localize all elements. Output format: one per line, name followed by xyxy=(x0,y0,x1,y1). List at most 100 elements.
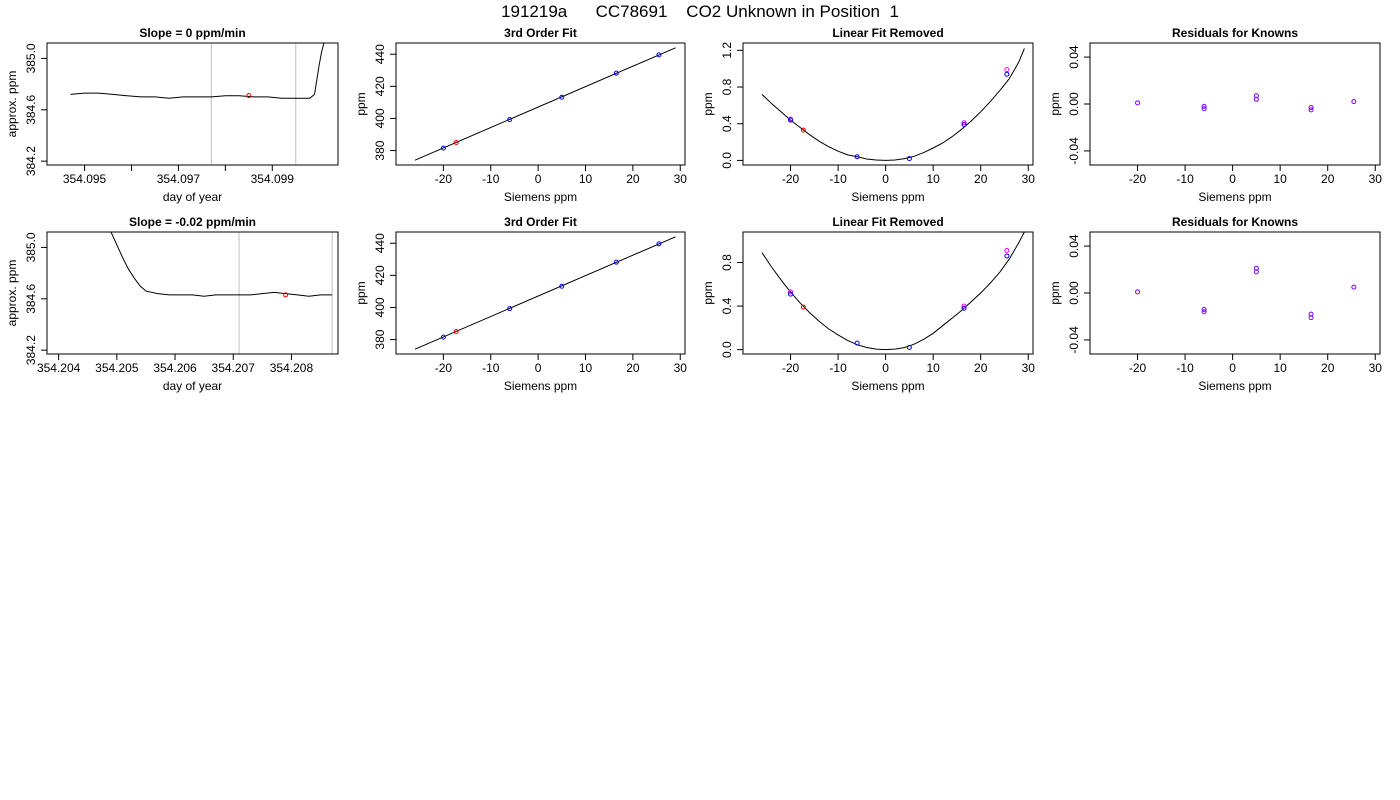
panel-8-known-point xyxy=(1351,284,1357,290)
panel-7-xtick-label: 20 xyxy=(974,361,988,375)
panel-4-known-point xyxy=(1201,106,1207,112)
panel-7-frame xyxy=(742,231,1034,355)
panel-7-unknown-point xyxy=(800,304,806,310)
panel-1-xtick-label: 354.099 xyxy=(251,172,295,186)
panel-4-known-point xyxy=(1351,99,1357,105)
panel-7-xtick-label: 30 xyxy=(1022,361,1036,375)
panel-1-ylabel: approx. ppm xyxy=(5,71,19,138)
panel-8-ylabel: ppm xyxy=(1048,281,1062,304)
panel-2-title: 3rd Order Fit xyxy=(504,26,577,40)
panel-4-xtick-label: 0 xyxy=(1229,172,1236,186)
panel-7-series-line xyxy=(761,232,1025,351)
panel-3-xtick-label: 20 xyxy=(974,172,988,186)
panel-2-ylabel: ppm xyxy=(354,92,368,115)
panel-7-xtick-label: 10 xyxy=(926,361,940,375)
panel-8-title: Residuals for Knowns xyxy=(1172,215,1298,229)
panel-4-known-point xyxy=(1308,107,1314,113)
panel-6-unknown-point xyxy=(453,329,459,335)
panel-2-known-point xyxy=(656,52,662,58)
panel-7-alt-point xyxy=(788,289,794,295)
panel-2-ytick-label: 380 xyxy=(373,140,387,160)
panel-1-marker-point xyxy=(246,93,252,99)
panel-3-xtick-label: 10 xyxy=(926,172,940,186)
panel-4-known-point xyxy=(1135,100,1141,106)
panel-7-xlabel: Siemens ppm xyxy=(851,379,924,393)
panel-5-xtick-label: 354.207 xyxy=(212,361,256,375)
panel-6-xlabel: Siemens ppm xyxy=(504,379,577,393)
panel-2-unknown-point xyxy=(453,140,459,146)
panel-2-known-point xyxy=(440,145,446,151)
panel-7-xtick-label: 0 xyxy=(882,361,889,375)
panel-4-title: Residuals for Knowns xyxy=(1172,26,1298,40)
panel-7-known-point xyxy=(854,340,860,346)
panel-2-frame xyxy=(395,42,686,166)
panel-6-xtick-label: 0 xyxy=(535,361,542,375)
panel-5-xlabel: day of year xyxy=(163,379,222,393)
panel-3-title: Linear Fit Removed xyxy=(832,26,943,40)
panel-3-xtick-label: -10 xyxy=(829,172,847,186)
panel-7-known-point xyxy=(961,305,967,311)
panel-5-title: Slope = -0.02 ppm/min xyxy=(129,215,256,229)
panel-7-known-point xyxy=(1004,253,1010,259)
panel-5-marker-point xyxy=(283,292,289,298)
panel-3-known-point xyxy=(854,154,860,160)
panel-4-known-point xyxy=(1201,103,1207,109)
panel-2-xtick-label: -10 xyxy=(482,172,500,186)
page-title: 191219a CC78691 CO2 Unknown in Position … xyxy=(501,2,899,21)
panel-1-xtick-label: 354.097 xyxy=(157,172,201,186)
panel-3-ytick-label: 1.2 xyxy=(720,42,734,59)
panel-4-frame xyxy=(1089,42,1381,166)
panel-1-ytick-label: 384.2 xyxy=(24,146,38,176)
panel-3-known-point xyxy=(788,117,794,123)
panel-3-ytick-label: 0.8 xyxy=(720,78,734,95)
panel-1-frame xyxy=(46,42,339,166)
panel-3-alt-point xyxy=(961,120,967,126)
panel-1-ytick-label: 384.6 xyxy=(24,94,38,124)
panel-3-known-point xyxy=(961,122,967,128)
panel-3-known-point xyxy=(906,156,912,162)
panel-3-known-point xyxy=(1004,71,1010,77)
panel-7-known-point xyxy=(906,344,912,350)
panel-3-xtick-label: 0 xyxy=(882,172,889,186)
panel-8-xlabel: Siemens ppm xyxy=(1198,379,1271,393)
panel-5-xtick-label: 354.206 xyxy=(153,361,197,375)
panel-4-xtick-label: -20 xyxy=(1129,172,1147,186)
panel-7-title: Linear Fit Removed xyxy=(832,215,943,229)
panel-2-xtick-label: 30 xyxy=(674,172,688,186)
panel-2-xtick-label: -20 xyxy=(435,172,453,186)
panel-2-ytick-label: 400 xyxy=(373,108,387,128)
panel-2-known-point xyxy=(507,117,513,123)
panel-6-ytick-label: 440 xyxy=(373,233,387,253)
panel-4-ytick-label: -0.04 xyxy=(1067,137,1081,165)
panel-8-known-point xyxy=(1135,289,1141,295)
panel-5-ylabel: approx. ppm xyxy=(5,260,19,327)
panel-6-xtick-label: 20 xyxy=(626,361,640,375)
panel-7-ytick-label: 0.4 xyxy=(720,297,734,314)
panel-6-xtick-label: 10 xyxy=(579,361,593,375)
panel-8-known-point xyxy=(1253,265,1259,271)
panel-6-known-point xyxy=(613,259,619,265)
panel-7-ytick-label: 0.0 xyxy=(720,341,734,358)
panel-7-ytick-label: 0.8 xyxy=(720,254,734,271)
panel-6-xtick-label: -20 xyxy=(435,361,453,375)
panel-3-ytick-label: 0.4 xyxy=(720,115,734,132)
panel-6-xtick-label: -10 xyxy=(482,361,500,375)
panel-4-ytick-label: 0.00 xyxy=(1067,92,1081,116)
panel-2-known-point xyxy=(613,70,619,76)
panel-8-xtick-label: 0 xyxy=(1229,361,1236,375)
panel-2-known-point xyxy=(559,94,565,100)
panel-8-known-point xyxy=(1201,306,1207,312)
panel-4-xlabel: Siemens ppm xyxy=(1198,190,1271,204)
panel-1-title: Slope = 0 ppm/min xyxy=(139,26,245,40)
panel-6-known-point xyxy=(559,283,565,289)
panel-4-xtick-label: 30 xyxy=(1369,172,1383,186)
panel-5-xtick-label: 354.208 xyxy=(270,361,314,375)
panel-6-ytick-label: 380 xyxy=(373,329,387,349)
panel-7-ylabel: ppm xyxy=(701,281,715,304)
panel-2-ytick-label: 420 xyxy=(373,76,387,96)
panel-6-known-point xyxy=(656,241,662,247)
panel-6-ytick-label: 420 xyxy=(373,265,387,285)
panel-6-xtick-label: 30 xyxy=(674,361,688,375)
panel-5-frame xyxy=(46,231,339,355)
panel-4-xtick-label: 20 xyxy=(1321,172,1335,186)
